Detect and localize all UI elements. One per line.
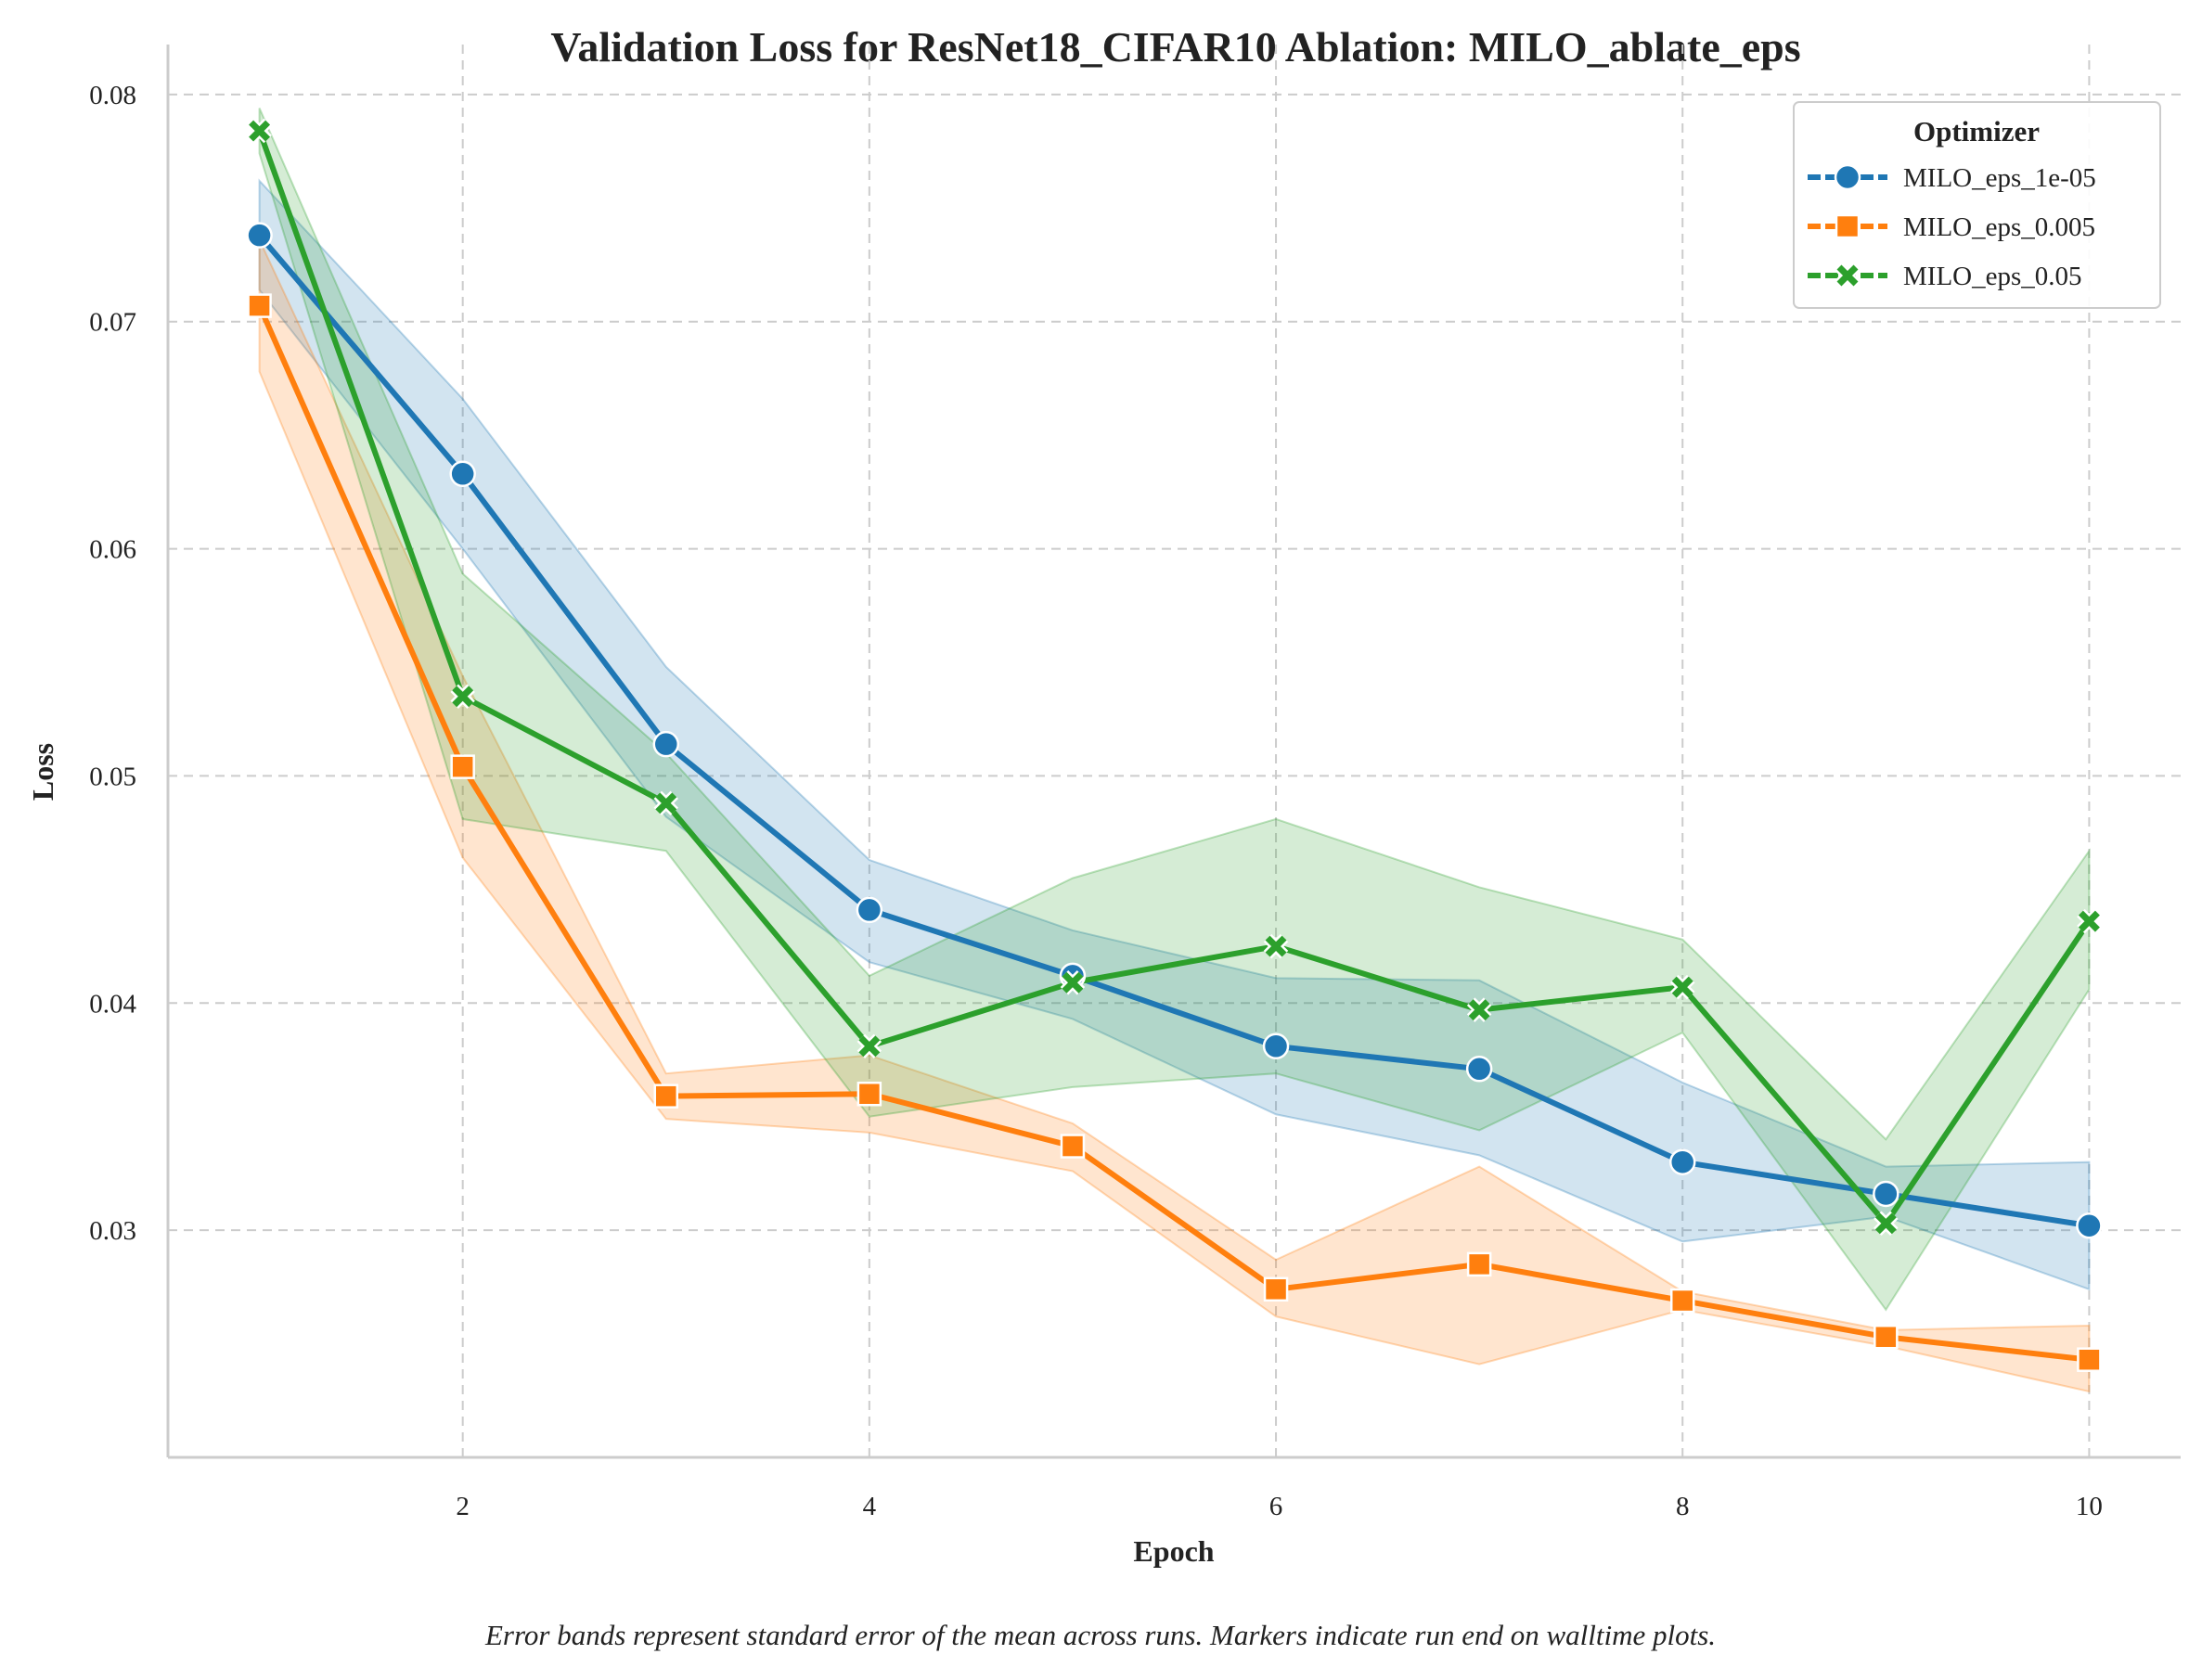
data-point [1466,997,1492,1022]
data-point [1263,1276,1289,1302]
legend-item: MILO_eps_0.005 [1808,212,2095,242]
legend-label: MILO_eps_0.05 [1903,262,2082,291]
data-point [856,1081,882,1107]
data-point [2077,1347,2102,1372]
x-tick-label: 10 [2076,1492,2103,1521]
y-axis-label: Loss [26,743,59,801]
data-point [449,460,476,488]
y-tick-label: 0.04 [89,989,136,1019]
chart-title: Validation Loss for ResNet18_CIFAR10 Abl… [550,23,1800,71]
y-tick-label: 0.05 [89,762,136,791]
data-point [1060,1134,1086,1159]
legend: Optimizer MILO_eps_1e-05MILO_eps_0.005MI… [1793,101,2161,309]
data-point [1874,1211,1899,1237]
y-tick-label: 0.08 [89,81,136,110]
data-point [247,118,272,144]
data-point [450,684,475,709]
error-band [258,178,2091,1291]
y-tick-label: 0.03 [89,1216,136,1246]
legend-item: MILO_eps_0.05 [1808,262,2082,291]
legend-item: MILO_eps_1e-05 [1808,163,2096,193]
series-line [256,232,2093,1229]
data-point [1466,1251,1492,1277]
legend-marker [1834,163,1861,191]
y-tick-label: 0.06 [89,535,136,565]
data-point [1669,974,1695,1000]
axes [166,45,2181,1459]
data-point [1465,1056,1493,1083]
data-point [1060,970,1086,995]
legend-title: Optimizer [1913,115,2040,147]
legend-label: MILO_eps_0.005 [1903,212,2095,242]
legend-marker [1835,213,1861,239]
data-point [652,730,680,758]
series-markers [246,118,2103,1372]
tick-labels: 0.03 0.04 0.05 0.06 0.07 0.08 2 4 6 8 10 [89,81,2103,1521]
data-point [2077,908,2102,934]
grid [168,45,2181,1457]
error-bands [258,108,2091,1393]
series-lines [256,128,2093,1363]
x-axis-label: Epoch [1133,1534,1214,1568]
y-tick-label: 0.07 [89,308,136,338]
legend-frame [1793,101,2161,309]
legend-label: MILO_eps_1e-05 [1903,163,2096,193]
x-tick-label: 2 [456,1492,470,1521]
x-tick-label: 8 [1676,1492,1690,1521]
error-band [258,239,2091,1393]
data-point [1873,1180,1899,1208]
series-line [256,302,2093,1363]
data-point [450,754,475,779]
data-point [856,896,883,924]
data-point [1262,1032,1290,1060]
data-point [653,1084,679,1109]
data-point [856,1033,882,1059]
legend-marker [1835,263,1861,289]
error-band [258,108,2091,1312]
x-tick-label: 6 [1269,1492,1283,1521]
data-point [1874,1324,1899,1350]
data-point [247,293,272,318]
data-point [653,790,679,816]
data-point [1669,1288,1695,1314]
x-tick-label: 4 [863,1492,877,1521]
data-point [246,222,273,249]
data-point [2076,1212,2103,1239]
data-point [1668,1148,1696,1175]
chart-caption: Error bands represent standard error of … [484,1619,1716,1651]
legend-items: MILO_eps_1e-05 MILO_eps_0.005 MILO_eps_0.0… [1808,163,2096,291]
series-line [256,128,2093,1226]
data-point [1263,933,1289,959]
